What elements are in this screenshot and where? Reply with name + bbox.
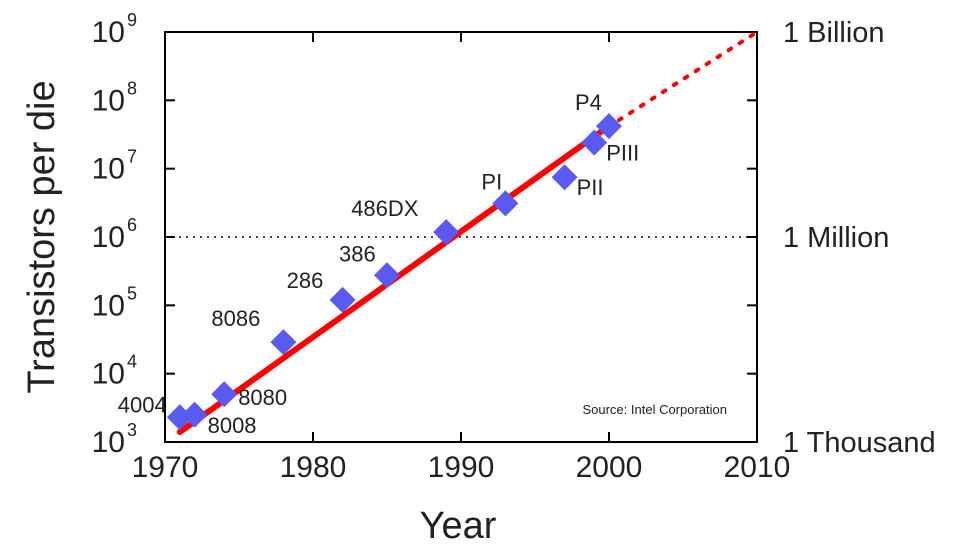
y-tick-label-base: 10 xyxy=(92,16,125,49)
y-tick-label-exponent: 3 xyxy=(127,420,137,440)
point-marker-pi xyxy=(492,190,519,217)
x-tick-label: 1990 xyxy=(428,451,495,484)
y-tick-label-base: 10 xyxy=(92,84,125,117)
x-axis-label: Year xyxy=(420,505,497,547)
x-tick-label: 2000 xyxy=(576,451,643,484)
right-label: 1 Million xyxy=(783,222,889,254)
y-tick-label-base: 10 xyxy=(92,221,125,254)
y-tick-label-exponent: 9 xyxy=(127,10,137,30)
right-label: 1 Billion xyxy=(783,17,885,49)
y-tick-label-base: 10 xyxy=(92,358,125,391)
y-tick-label-base: 10 xyxy=(92,289,125,322)
point-marker-pii xyxy=(551,164,578,191)
point-label-piii: PIII xyxy=(606,141,639,166)
point-label-286: 286 xyxy=(287,268,324,293)
point-marker-286 xyxy=(329,286,356,313)
point-marker-386 xyxy=(374,262,400,289)
point-marker-piii xyxy=(581,129,608,156)
point-label-8008: 8008 xyxy=(208,413,257,438)
right-label: 1 Thousand xyxy=(783,427,936,459)
source-note: Source: Intel Corporation xyxy=(582,402,727,417)
y-axis-label: Transistors per die xyxy=(21,80,63,393)
y-tick-label-exponent: 6 xyxy=(127,215,137,235)
axis-ticks xyxy=(164,31,758,443)
y-tick-label-exponent: 8 xyxy=(127,78,137,98)
point-label-8086: 8086 xyxy=(211,306,260,331)
point-label-pi: PI xyxy=(481,169,502,194)
right-axis-labels: 1 Billion 1 Million 1 Thousand xyxy=(783,17,936,459)
x-tick-label: 2010 xyxy=(724,451,791,484)
point-marker-p4 xyxy=(596,113,622,140)
trend-extrapolation-line xyxy=(617,30,759,123)
y-tick-label-exponent: 7 xyxy=(127,147,137,167)
x-tick-label: 1980 xyxy=(280,451,347,484)
data-points xyxy=(166,113,622,431)
x-tick-labels: 1970 1980 1990 2000 2010 xyxy=(132,451,791,484)
point-marker-8086 xyxy=(270,329,297,356)
point-marker-8080 xyxy=(211,381,238,408)
point-label-8080: 8080 xyxy=(238,385,287,410)
x-tick-label: 1970 xyxy=(132,451,199,484)
y-tick-label-base: 10 xyxy=(92,153,125,186)
point-label-p4: P4 xyxy=(575,90,602,115)
point-label-486dx: 486DX xyxy=(351,196,419,221)
point-label-4004: 4004 xyxy=(118,392,167,417)
y-tick-label-base: 10 xyxy=(92,426,125,459)
y-tick-label-exponent: 5 xyxy=(127,283,137,303)
point-label-386: 386 xyxy=(339,241,376,266)
point-label-pii: PII xyxy=(577,175,604,200)
y-tick-label-exponent: 4 xyxy=(127,352,137,372)
point-marker-8008 xyxy=(181,401,208,428)
point-marker-486dx xyxy=(433,219,460,246)
